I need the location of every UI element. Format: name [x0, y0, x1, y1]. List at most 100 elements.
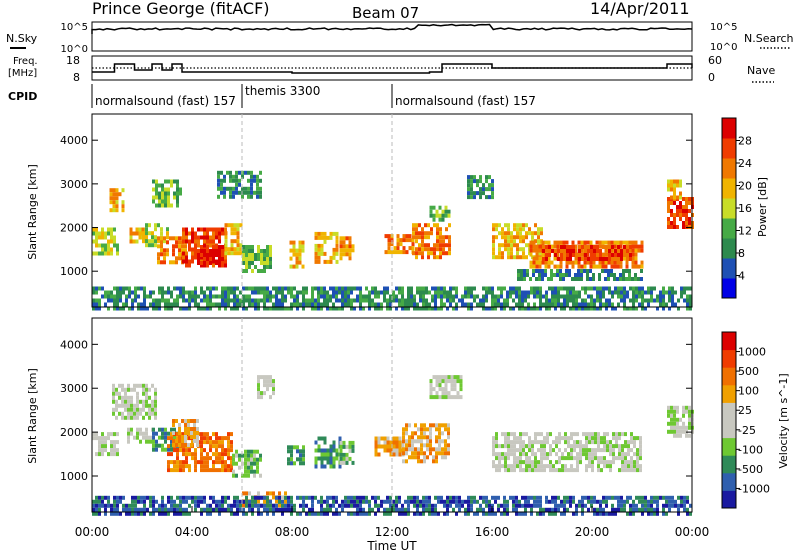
- power-echo-cell: [673, 191, 676, 196]
- power-echo-cell: [151, 235, 154, 240]
- power-echo-cell: [458, 298, 461, 303]
- power-echo-cell: [689, 298, 692, 303]
- power-echo-cell: [263, 298, 266, 303]
- velocity-echo-cell: [221, 456, 224, 461]
- power-echo-cell: [503, 298, 506, 303]
- velocity-echo-cell: [638, 495, 641, 500]
- velocity-echo-cell: [676, 409, 679, 414]
- power-echo-cell: [374, 306, 377, 311]
- power-echo-cell: [182, 231, 185, 236]
- velocity-echo-cell: [429, 423, 432, 428]
- power-echo-cell: [245, 245, 248, 249]
- power-echo-cell: [317, 294, 320, 299]
- power-echo-cell: [235, 182, 238, 187]
- power-echo-cell: [523, 269, 526, 273]
- velocity-echo-cell: [257, 503, 260, 508]
- velocity-echo-cell: [579, 452, 582, 457]
- power-echo-cell: [535, 248, 539, 253]
- velocity-echo-cell: [470, 495, 473, 500]
- power-echo-cell: [638, 290, 641, 295]
- velocity-echo-cell: [449, 503, 452, 508]
- velocity-echo-cell: [500, 511, 503, 516]
- power-echo-cell: [667, 183, 670, 188]
- velocity-echo-cell: [650, 495, 653, 500]
- power-echo-cell: [523, 277, 526, 281]
- power-echo-cell: [155, 183, 158, 188]
- power-echo-cell: [170, 183, 173, 188]
- velocity-echo-cell: [504, 468, 507, 473]
- velocity-echo-cell: [682, 409, 685, 414]
- power-echo-cell: [116, 302, 119, 307]
- velocity-echo-cell: [447, 451, 450, 456]
- power-echo-cell: [626, 290, 629, 295]
- velocity-echo-cell: [504, 456, 507, 461]
- power-echo-cell: [689, 286, 692, 291]
- x-tick-label: 16:00: [475, 525, 510, 539]
- power-echo-cell: [415, 235, 418, 240]
- velocity-echo-cell: [398, 495, 401, 500]
- velocity-echo-cell: [137, 495, 140, 500]
- velocity-echo-cell: [326, 495, 329, 500]
- velocity-echo-cell: [405, 423, 408, 428]
- power-echo-cell: [525, 235, 528, 240]
- velocity-echo-cell: [345, 456, 349, 461]
- power-echo-cell: [497, 302, 500, 307]
- power-echo-cell: [416, 290, 419, 295]
- power-echo-cell: [134, 298, 137, 303]
- power-echo-cell: [532, 264, 536, 269]
- velocity-echo-cell: [420, 435, 423, 440]
- velocity-echo-cell: [130, 427, 133, 432]
- power-echo-cell: [145, 243, 148, 248]
- power-echo-cell: [416, 286, 419, 291]
- power-echo-cell: [424, 243, 427, 248]
- velocity-echo-cell: [197, 495, 200, 500]
- velocity-echo-cell: [688, 405, 691, 410]
- power-echo-cell: [531, 231, 534, 236]
- power-echo-cell: [613, 277, 616, 281]
- velocity-echo-cell: [115, 403, 118, 408]
- velocity-echo-cell: [257, 499, 260, 504]
- power-echo-cell: [640, 248, 644, 253]
- power-echo-cell: [175, 256, 178, 261]
- power-echo-cell: [622, 256, 626, 261]
- velocity-echo-cell: [272, 491, 275, 496]
- power-echo-cell: [504, 235, 507, 240]
- power-echo-cell: [470, 290, 473, 295]
- power-echo-cell: [522, 223, 525, 228]
- power-echo-cell: [504, 247, 507, 252]
- date-title: 14/Apr/2011: [590, 0, 690, 18]
- power-echo-cell: [421, 235, 424, 240]
- power-echo-cell: [513, 227, 516, 232]
- power-echo-cell: [317, 231, 321, 236]
- power-echo-cell: [599, 249, 602, 253]
- velocity-echo-cell: [127, 439, 130, 444]
- power-echo-cell: [335, 247, 339, 252]
- velocity-echo-cell: [185, 511, 188, 516]
- power-echo-cell: [512, 290, 515, 295]
- velocity-echo-cell: [597, 460, 600, 465]
- power-echo-cell: [559, 269, 562, 273]
- power-echo-cell: [194, 290, 197, 295]
- velocity-echo-cell: [438, 443, 441, 448]
- velocity-echo-cell: [256, 461, 259, 466]
- velocity-echo-cell: [110, 440, 113, 445]
- velocity-echo-cell: [621, 460, 624, 465]
- power-echo-cell: [464, 302, 467, 307]
- velocity-echo-cell: [293, 507, 296, 512]
- power-echo-cell: [242, 302, 245, 307]
- velocity-echo-cell: [606, 440, 609, 445]
- power-echo-cell: [575, 298, 578, 303]
- velocity-echo-cell: [422, 499, 425, 504]
- power-echo-cell: [362, 298, 365, 303]
- power-echo-cell: [473, 298, 476, 303]
- power-echo-cell: [302, 290, 305, 295]
- power-echo-cell: [495, 227, 498, 232]
- power-echo-cell: [143, 298, 146, 303]
- velocity-echo-cell: [287, 499, 290, 504]
- power-echo-cell: [251, 261, 254, 265]
- velocity-echo-cell: [585, 452, 588, 457]
- power-echo-cell: [266, 290, 269, 295]
- velocity-echo-cell: [236, 503, 239, 508]
- power-echo-cell: [448, 239, 451, 244]
